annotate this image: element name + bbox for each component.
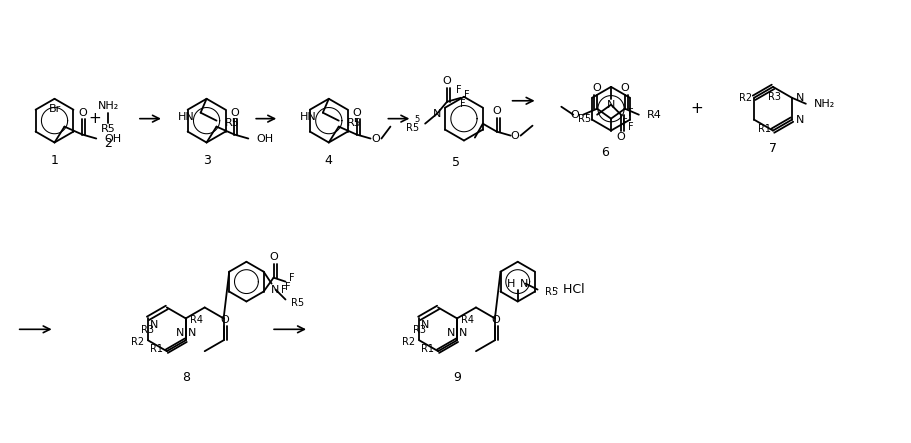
Text: O: O <box>617 132 625 141</box>
Text: NH₂: NH₂ <box>97 101 118 111</box>
Text: F: F <box>628 108 634 118</box>
Text: O: O <box>230 108 239 118</box>
Text: R2: R2 <box>131 337 144 347</box>
Text: 9: 9 <box>453 370 461 384</box>
Text: R5: R5 <box>406 123 419 132</box>
Text: · HCl: · HCl <box>556 283 585 296</box>
Text: HN: HN <box>300 112 317 122</box>
Text: OH: OH <box>256 133 273 144</box>
Text: O: O <box>443 76 451 86</box>
Text: R1: R1 <box>421 344 435 354</box>
Text: O: O <box>78 108 87 118</box>
Text: 1: 1 <box>51 154 58 167</box>
Text: N: N <box>796 93 804 103</box>
Text: R5: R5 <box>101 124 116 134</box>
Text: O: O <box>570 110 579 120</box>
Text: R4: R4 <box>189 315 203 325</box>
Text: 5: 5 <box>452 156 460 169</box>
Text: F: F <box>464 90 470 100</box>
Text: HN: HN <box>178 112 195 122</box>
Text: F: F <box>460 99 466 109</box>
Text: R3: R3 <box>769 92 782 102</box>
Text: N: N <box>150 320 159 330</box>
Text: 8: 8 <box>182 370 189 384</box>
Text: R1: R1 <box>149 344 163 354</box>
Text: R4: R4 <box>461 315 474 325</box>
Text: O: O <box>371 133 380 144</box>
Text: +: + <box>87 111 100 126</box>
Text: F: F <box>456 85 462 95</box>
Text: R5: R5 <box>578 114 591 124</box>
Text: 3: 3 <box>202 154 210 167</box>
Text: R2: R2 <box>739 93 752 103</box>
Text: N: N <box>459 328 467 338</box>
Text: R2: R2 <box>402 337 415 347</box>
Text: F: F <box>622 118 628 128</box>
Text: OH: OH <box>104 133 121 144</box>
Text: R5: R5 <box>347 118 362 128</box>
Text: N: N <box>519 279 528 288</box>
Text: R1: R1 <box>758 124 771 134</box>
Text: F: F <box>284 282 291 291</box>
Text: O: O <box>353 108 361 118</box>
Text: H: H <box>507 279 516 288</box>
Text: 4: 4 <box>325 154 333 167</box>
Text: N: N <box>176 328 184 338</box>
Text: R4: R4 <box>647 110 661 120</box>
Text: 7: 7 <box>769 142 777 155</box>
Text: +: + <box>691 101 703 116</box>
Text: Br: Br <box>48 104 61 114</box>
Text: O: O <box>220 315 229 325</box>
Text: R5: R5 <box>224 118 240 128</box>
Text: O: O <box>510 131 519 140</box>
Text: N: N <box>433 109 441 119</box>
Text: N: N <box>188 328 196 338</box>
Text: O: O <box>492 315 500 325</box>
Text: R3: R3 <box>141 325 154 335</box>
Text: 5: 5 <box>415 115 420 124</box>
Text: O: O <box>269 252 278 262</box>
Text: 2: 2 <box>104 137 112 150</box>
Text: R3: R3 <box>413 325 425 335</box>
Text: F: F <box>281 284 286 295</box>
Text: O: O <box>492 106 501 116</box>
Text: N: N <box>446 328 456 338</box>
Text: O: O <box>620 83 630 93</box>
Text: N: N <box>421 320 430 330</box>
Text: NH₂: NH₂ <box>814 99 835 109</box>
Text: N: N <box>796 115 804 124</box>
Text: O: O <box>593 83 601 93</box>
Text: F: F <box>289 272 294 283</box>
Text: 6: 6 <box>601 146 609 159</box>
Text: N: N <box>607 100 615 110</box>
Text: R5: R5 <box>545 287 558 296</box>
Text: R5: R5 <box>292 299 304 308</box>
Text: F: F <box>628 121 634 132</box>
Text: N: N <box>271 284 280 295</box>
